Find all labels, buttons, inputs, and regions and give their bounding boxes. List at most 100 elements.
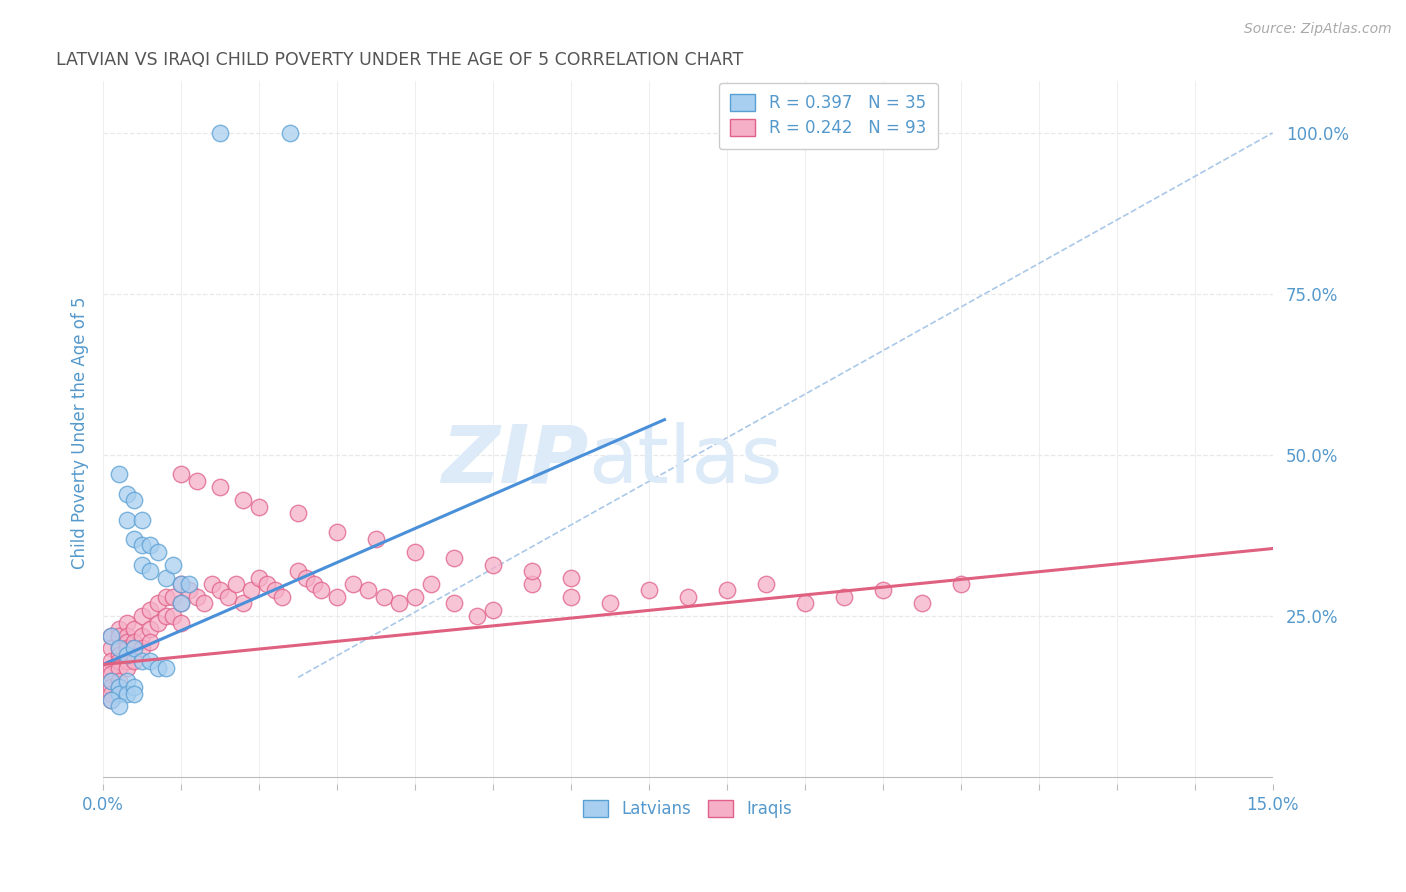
Point — [217, 590, 239, 604]
Point — [278, 126, 301, 140]
Point — [131, 654, 153, 668]
Point — [115, 686, 138, 700]
Point — [155, 570, 177, 584]
Point — [443, 596, 465, 610]
Point — [131, 609, 153, 624]
Text: atlas: atlas — [589, 422, 783, 500]
Point — [247, 500, 270, 514]
Point — [225, 577, 247, 591]
Point — [193, 596, 215, 610]
Point — [131, 628, 153, 642]
Point — [676, 590, 699, 604]
Point — [107, 680, 129, 694]
Point — [240, 583, 263, 598]
Point — [177, 577, 200, 591]
Point — [100, 641, 122, 656]
Point — [364, 532, 387, 546]
Point — [107, 699, 129, 714]
Point — [520, 564, 543, 578]
Point — [287, 506, 309, 520]
Point — [467, 609, 489, 624]
Point — [146, 545, 169, 559]
Point — [124, 680, 146, 694]
Point — [155, 609, 177, 624]
Point — [131, 641, 153, 656]
Point — [271, 590, 294, 604]
Point — [139, 635, 162, 649]
Point — [100, 628, 122, 642]
Point — [170, 577, 193, 591]
Point — [177, 583, 200, 598]
Legend: Latvians, Iraqis: Latvians, Iraqis — [576, 793, 799, 824]
Point — [107, 628, 129, 642]
Point — [100, 673, 122, 688]
Point — [388, 596, 411, 610]
Point — [124, 641, 146, 656]
Point — [443, 551, 465, 566]
Text: LATVIAN VS IRAQI CHILD POVERTY UNDER THE AGE OF 5 CORRELATION CHART: LATVIAN VS IRAQI CHILD POVERTY UNDER THE… — [56, 51, 744, 69]
Point — [124, 635, 146, 649]
Point — [115, 661, 138, 675]
Point — [162, 609, 184, 624]
Point — [115, 615, 138, 630]
Text: Source: ZipAtlas.com: Source: ZipAtlas.com — [1244, 22, 1392, 37]
Point — [100, 680, 122, 694]
Point — [124, 532, 146, 546]
Point — [599, 596, 621, 610]
Point — [311, 583, 333, 598]
Point — [100, 661, 122, 675]
Point — [139, 654, 162, 668]
Point — [107, 661, 129, 675]
Point — [115, 512, 138, 526]
Point — [716, 583, 738, 598]
Point — [482, 603, 505, 617]
Point — [115, 641, 138, 656]
Point — [342, 577, 364, 591]
Point — [115, 628, 138, 642]
Point — [302, 577, 325, 591]
Point — [139, 538, 162, 552]
Point — [124, 654, 146, 668]
Point — [124, 493, 146, 508]
Point — [209, 480, 232, 494]
Point — [482, 558, 505, 572]
Point — [326, 525, 349, 540]
Point — [209, 126, 232, 140]
Point — [911, 596, 934, 610]
Point — [100, 628, 122, 642]
Point — [139, 564, 162, 578]
Point — [949, 577, 972, 591]
Point — [170, 577, 193, 591]
Point — [404, 545, 426, 559]
Point — [373, 590, 395, 604]
Point — [107, 673, 129, 688]
Point — [247, 570, 270, 584]
Point — [560, 590, 582, 604]
Point — [139, 622, 162, 636]
Point — [115, 635, 138, 649]
Point — [287, 564, 309, 578]
Point — [107, 622, 129, 636]
Point — [793, 596, 815, 610]
Point — [263, 583, 285, 598]
Point — [201, 577, 224, 591]
Point — [232, 596, 254, 610]
Point — [139, 603, 162, 617]
Point — [100, 673, 122, 688]
Point — [638, 583, 661, 598]
Point — [107, 641, 129, 656]
Point — [146, 661, 169, 675]
Point — [404, 590, 426, 604]
Point — [256, 577, 278, 591]
Point — [115, 648, 138, 662]
Point — [170, 467, 193, 482]
Point — [131, 512, 153, 526]
Point — [107, 686, 129, 700]
Point — [520, 577, 543, 591]
Point — [115, 487, 138, 501]
Point — [107, 648, 129, 662]
Point — [115, 654, 138, 668]
Point — [100, 686, 122, 700]
Point — [357, 583, 380, 598]
Point — [124, 622, 146, 636]
